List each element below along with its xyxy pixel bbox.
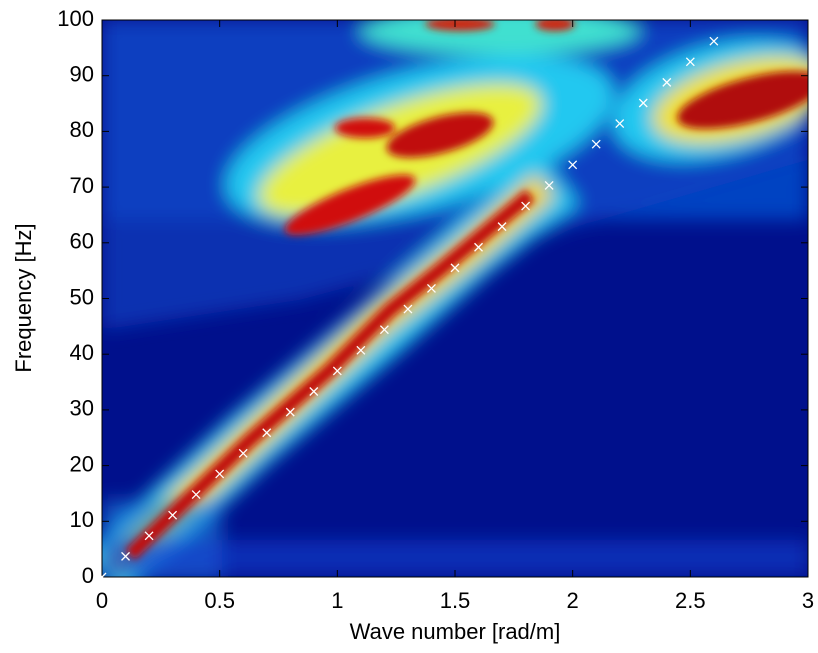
y-tick-label: 70 xyxy=(70,173,94,198)
y-tick-label: 0 xyxy=(82,563,94,588)
marker xyxy=(685,57,695,67)
x-axis-label: Wave number [rad/m] xyxy=(350,619,561,644)
marker xyxy=(97,572,107,582)
marker xyxy=(709,36,719,46)
marker xyxy=(474,242,483,252)
y-tick-label: 60 xyxy=(70,229,94,254)
x-tick-label: 1.5 xyxy=(440,588,471,613)
marker xyxy=(144,531,154,541)
y-tick-label: 100 xyxy=(57,6,94,31)
marker xyxy=(285,407,295,417)
marker xyxy=(568,160,578,170)
y-tick-label: 40 xyxy=(70,340,94,365)
marker xyxy=(615,119,625,129)
marker xyxy=(356,345,366,355)
marker xyxy=(497,222,507,232)
marker xyxy=(403,304,413,314)
marker xyxy=(662,77,672,87)
x-tick-label: 3 xyxy=(802,588,814,613)
x-tick-label: 2.5 xyxy=(675,588,706,613)
marker xyxy=(191,490,201,500)
y-tick-label: 10 xyxy=(70,507,94,532)
y-tick-label: 20 xyxy=(70,451,94,476)
x-tick-label: 0.5 xyxy=(204,588,235,613)
x-tick-label: 2 xyxy=(567,588,579,613)
marker xyxy=(450,263,460,273)
y-tick-label: 90 xyxy=(70,62,94,87)
marker xyxy=(215,469,225,479)
y-tick-label: 50 xyxy=(70,284,94,309)
heatmap xyxy=(102,20,808,577)
marker xyxy=(262,428,272,438)
marker xyxy=(309,387,319,396)
x-tick-label: 1 xyxy=(331,588,343,613)
y-tick-label: 80 xyxy=(70,117,94,142)
marker xyxy=(379,325,389,335)
marker xyxy=(332,366,342,376)
marker xyxy=(544,180,554,190)
marker xyxy=(427,284,436,293)
y-axis-label: Frequency [Hz] xyxy=(11,223,36,372)
x-tick-label: 0 xyxy=(96,588,108,613)
y-tick-label: 30 xyxy=(70,396,94,421)
marker xyxy=(238,448,248,458)
marker xyxy=(168,510,178,520)
marker xyxy=(638,98,648,108)
marker xyxy=(121,551,130,561)
marker xyxy=(591,139,601,149)
marker xyxy=(521,201,531,211)
